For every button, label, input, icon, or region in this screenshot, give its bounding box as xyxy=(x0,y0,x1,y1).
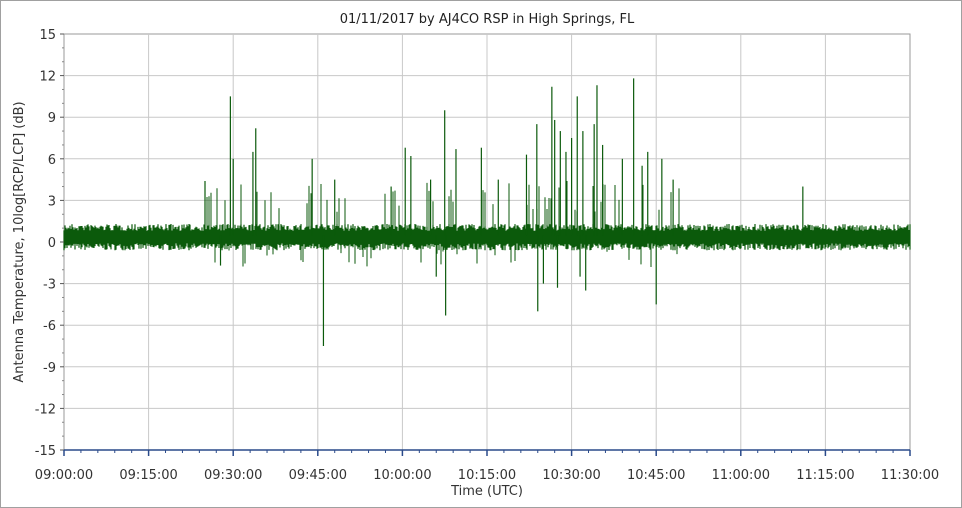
x-tick-label: 11:00:00 xyxy=(712,468,770,483)
series-group xyxy=(63,78,911,346)
y-tick-label: -15 xyxy=(35,444,56,459)
x-tick-label: 09:45:00 xyxy=(289,468,347,483)
x-tick-label: 10:45:00 xyxy=(627,468,685,483)
y-tick-label: 0 xyxy=(48,236,56,251)
y-tick-label: -9 xyxy=(43,361,56,376)
y-tick-label: -6 xyxy=(43,319,56,334)
y-tick-label: 12 xyxy=(39,70,56,85)
x-tick-label: 09:15:00 xyxy=(119,468,177,483)
y-tick-label: -12 xyxy=(35,402,56,417)
x-axis-label: Time (UTC) xyxy=(450,484,523,499)
y-tick-label: 9 xyxy=(48,111,56,126)
x-tick-label: 09:00:00 xyxy=(35,468,93,483)
noise-band xyxy=(63,224,911,251)
x-tick-label: 11:15:00 xyxy=(796,468,854,483)
y-tick-label: 6 xyxy=(48,153,56,168)
chart-title: 01/11/2017 by AJ4CO RSP in High Springs,… xyxy=(340,12,635,27)
x-tick-labels: 09:00:00 09:15:00 09:30:00 09:45:00 10:00:00… xyxy=(35,468,939,483)
x-tick-label: 10:00:00 xyxy=(373,468,431,483)
y-tick-labels: 15 12 9 6 3 0 -3 -6 -9 -12 -15 xyxy=(35,28,56,459)
y-axis-label: Antenna Temperature, 10log[RCP/LCP] (dB) xyxy=(12,101,27,382)
x-tick-label: 10:30:00 xyxy=(542,468,600,483)
x-tick-label: 09:30:00 xyxy=(204,468,262,483)
y-tick-label: 15 xyxy=(39,28,56,43)
y-tick-label: -3 xyxy=(43,278,56,293)
y-tick-label: 3 xyxy=(48,194,56,209)
axes xyxy=(60,33,911,456)
x-tick-label: 10:15:00 xyxy=(458,468,516,483)
x-tick-label: 11:30:00 xyxy=(881,468,939,483)
